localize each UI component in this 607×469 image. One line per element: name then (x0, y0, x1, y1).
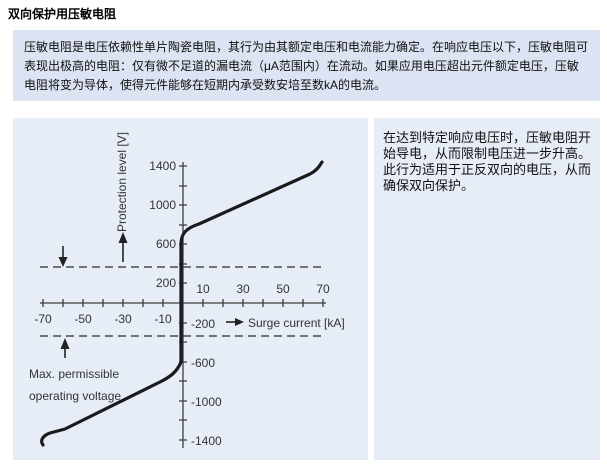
annotation-line-1: Max. permissible (29, 367, 119, 381)
side-caption-panel: 在达到特定响应电压时，压敏电阻开始导电，从而限制电压进一步升高。此行为适用于正反… (374, 118, 600, 460)
y-tick-label: -1000 (191, 395, 222, 409)
x-tick-label: 10 (196, 282, 210, 296)
y-tick-label: 200 (156, 276, 176, 290)
annotation-line-2: operating voltage (29, 389, 121, 403)
x-tick-label: 50 (276, 282, 290, 296)
x-axis-ticks (42, 299, 324, 307)
chart-panel: Protection level [V] 1400 1000 600 200 -… (13, 118, 368, 460)
y-tick-label: 1000 (149, 198, 176, 212)
y-tick-label: 600 (156, 237, 176, 251)
intro-paragraph: 压敏电阻是电压依赖性单片陶瓷电阻，其行为由其额定电压和电流能力确定。在响应电压以… (24, 40, 589, 92)
page-title: 双向保护用压敏电阻 (8, 7, 117, 21)
x-axis-arrowhead-icon (235, 318, 244, 326)
varistor-curve (40, 160, 324, 447)
x-tick-label: -50 (74, 312, 92, 326)
x-tick-label: -30 (114, 312, 132, 326)
y-tick-label: 1400 (149, 159, 176, 173)
up-arrowhead-icon (60, 338, 70, 349)
x-axis-label: Surge current [kA] (248, 316, 345, 330)
y-axis-arrowhead-icon (118, 232, 128, 243)
varistor-characteristic-chart: Protection level [V] 1400 1000 600 200 -… (29, 132, 345, 448)
x-tick-label: -10 (154, 312, 172, 326)
x-tick-label: 70 (316, 282, 330, 296)
x-tick-label: -70 (34, 312, 52, 326)
y-tick-label: -200 (191, 317, 215, 331)
y-tick-label: -600 (191, 356, 215, 370)
side-caption-text: 在达到特定响应电压时，压敏电阻开始导电，从而限制电压进一步升高。此行为适用于正反… (383, 130, 592, 193)
intro-paragraph-box: 压敏电阻是电压依赖性单片陶瓷电阻，其行为由其额定电压和电流能力确定。在响应电压以… (13, 30, 600, 101)
y-axis-label: Protection level [V] (115, 132, 129, 232)
y-axis-ticks (179, 165, 187, 441)
x-tick-label: 30 (236, 282, 250, 296)
down-arrowhead-icon (58, 257, 68, 267)
y-tick-label: -1400 (191, 434, 222, 448)
